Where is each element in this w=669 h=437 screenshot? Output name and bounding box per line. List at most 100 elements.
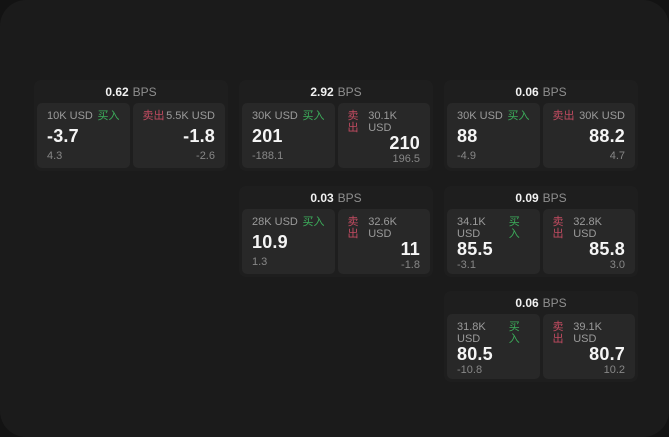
buy-amount: 34.1K USD: [457, 216, 486, 240]
card-header: 0.06 BPS: [447, 291, 635, 314]
buy-tile[interactable]: 30K USD 买入 88 -4.9: [447, 103, 540, 168]
bps-unit-label: BPS: [337, 84, 362, 99]
bps-value: 0.06: [515, 295, 539, 310]
sell-amount: 30K USD: [579, 110, 625, 122]
card-body: 30K USD 买入 201 -188.1 卖出 30.1K USD 210 1…: [242, 103, 430, 168]
sell-tile[interactable]: 卖出 32.8K USD 85.8 3.0: [542, 209, 635, 274]
buy-amount: 30K USD: [457, 110, 503, 122]
sell-side-label: 卖出: [142, 110, 165, 122]
buy-amount: 30K USD: [252, 110, 298, 122]
sell-amount: 30.1K USD: [368, 110, 397, 134]
sell-amount: 32.8K USD: [573, 216, 602, 240]
buy-price: 201: [252, 125, 283, 146]
card-body: 10K USD 买入 -3.7 4.3 卖出 5.5K USD -1.8 -2.…: [37, 103, 225, 168]
card-header: 0.03 BPS: [242, 186, 430, 209]
buy-side-label: 买入: [507, 110, 530, 122]
card-body: 34.1K USD 买入 85.5 -3.1 卖出 32.8K USD 85.8…: [447, 209, 635, 274]
bps-unit-label: BPS: [542, 84, 567, 99]
buy-side-label: 买入: [97, 110, 120, 122]
quote-card-6: 0.06 BPS 31.8K USD 买入 80.5 -10.8 卖出 39.1…: [444, 291, 638, 382]
sell-delta: -1.8: [401, 259, 420, 271]
buy-price: -3.7: [47, 125, 79, 146]
bps-value: 0.09: [515, 190, 539, 205]
bps-unit-label: BPS: [337, 190, 362, 205]
buy-amount: 10K USD: [47, 110, 93, 122]
buy-delta: 1.3: [252, 256, 268, 268]
bps-value: 0.62: [105, 84, 129, 99]
sell-tile-header: 卖出 32.8K USD: [553, 216, 626, 240]
buy-delta: -3.1: [457, 259, 476, 271]
sell-price: 80.7: [589, 344, 625, 364]
sell-side-label: 卖出: [552, 216, 564, 240]
bps-value: 0.06: [515, 84, 539, 99]
bps-unit-label: BPS: [542, 190, 567, 205]
sell-price: -1.8: [183, 125, 215, 146]
sell-side-label: 卖出: [347, 110, 359, 134]
buy-tile[interactable]: 30K USD 买入 201 -188.1: [242, 103, 335, 168]
buy-tile-header: 31.8K USD 买入: [457, 321, 530, 345]
card-header: 0.06 BPS: [447, 80, 635, 103]
quote-card-3: 0.06 BPS 30K USD 买入 88 -4.9 卖出 30K USD: [444, 80, 638, 171]
sell-delta: 4.7: [609, 150, 625, 162]
sell-amount: 5.5K USD: [166, 110, 215, 122]
sell-delta: -2.6: [196, 150, 215, 162]
buy-side-label: 买入: [508, 216, 520, 240]
bps-unit-label: BPS: [132, 84, 157, 99]
sell-tile-header: 卖出 30.1K USD: [348, 110, 421, 134]
sell-side-label: 卖出: [552, 321, 564, 345]
card-header: 0.09 BPS: [447, 186, 635, 209]
sell-price: 85.8: [589, 239, 625, 259]
buy-tile-header: 30K USD 买入: [252, 110, 325, 122]
quote-card-4: 0.03 BPS 28K USD 买入 10.9 1.3 卖出 32.6K US…: [239, 186, 433, 277]
buy-price: 80.5: [457, 344, 493, 364]
card-body: 31.8K USD 买入 80.5 -10.8 卖出 39.1K USD 80.…: [447, 314, 635, 379]
buy-tile[interactable]: 34.1K USD 买入 85.5 -3.1: [447, 209, 540, 274]
buy-price: 88: [457, 125, 478, 146]
sell-price: 11: [400, 239, 420, 259]
quote-card-1: 0.62 BPS 10K USD 买入 -3.7 4.3 卖出 5.5K USD: [34, 80, 228, 171]
sell-delta: 196.5: [392, 153, 420, 165]
sell-tile-header: 卖出 39.1K USD: [553, 321, 626, 345]
sell-tile[interactable]: 卖出 32.6K USD 11 -1.8: [337, 209, 430, 274]
buy-tile[interactable]: 31.8K USD 买入 80.5 -10.8: [447, 314, 540, 379]
sell-tile[interactable]: 卖出 30.1K USD 210 196.5: [337, 103, 430, 168]
sell-tile-header: 卖出 5.5K USD: [143, 110, 216, 122]
buy-delta: 4.3: [47, 150, 63, 162]
buy-tile-header: 30K USD 买入: [457, 110, 530, 122]
card-body: 28K USD 买入 10.9 1.3 卖出 32.6K USD 11 -1.8: [242, 209, 430, 274]
sell-side-label: 卖出: [552, 110, 575, 122]
buy-tile-header: 28K USD 买入: [252, 216, 325, 228]
sell-side-label: 卖出: [347, 216, 359, 240]
buy-delta: -4.9: [457, 150, 476, 162]
sell-tile[interactable]: 卖出 5.5K USD -1.8 -2.6: [132, 103, 225, 168]
bps-value: 2.92: [310, 84, 334, 99]
sell-tile-header: 卖出 30K USD: [553, 110, 626, 122]
buy-side-label: 买入: [302, 216, 325, 228]
card-body: 30K USD 买入 88 -4.9 卖出 30K USD 88.2 4.7: [447, 103, 635, 168]
buy-price: 85.5: [457, 239, 493, 259]
card-header: 0.62 BPS: [37, 80, 225, 103]
buy-delta: -188.1: [252, 150, 284, 162]
sell-tile[interactable]: 卖出 39.1K USD 80.7 10.2: [542, 314, 635, 379]
sell-tile-header: 卖出 32.6K USD: [348, 216, 421, 240]
buy-amount: 31.8K USD: [457, 321, 486, 345]
buy-delta: -10.8: [457, 364, 483, 376]
buy-tile-header: 10K USD 买入: [47, 110, 120, 122]
card-header: 2.92 BPS: [242, 80, 430, 103]
buy-amount: 28K USD: [252, 216, 298, 228]
sell-price: 210: [389, 133, 420, 153]
quote-card-2: 2.92 BPS 30K USD 买入 201 -188.1 卖出 30.1K …: [239, 80, 433, 171]
bps-unit-label: BPS: [542, 295, 567, 310]
sell-delta: 10.2: [603, 364, 625, 376]
buy-side-label: 买入: [302, 110, 325, 122]
buy-tile-header: 34.1K USD 买入: [457, 216, 530, 240]
buy-tile[interactable]: 10K USD 买入 -3.7 4.3: [37, 103, 130, 168]
sell-amount: 39.1K USD: [573, 321, 602, 345]
sell-amount: 32.6K USD: [368, 216, 397, 240]
quote-card-5: 0.09 BPS 34.1K USD 买入 85.5 -3.1 卖出 32.8K…: [444, 186, 638, 277]
sell-price: 88.2: [589, 125, 625, 146]
sell-tile[interactable]: 卖出 30K USD 88.2 4.7: [542, 103, 635, 168]
buy-tile[interactable]: 28K USD 买入 10.9 1.3: [242, 209, 335, 274]
